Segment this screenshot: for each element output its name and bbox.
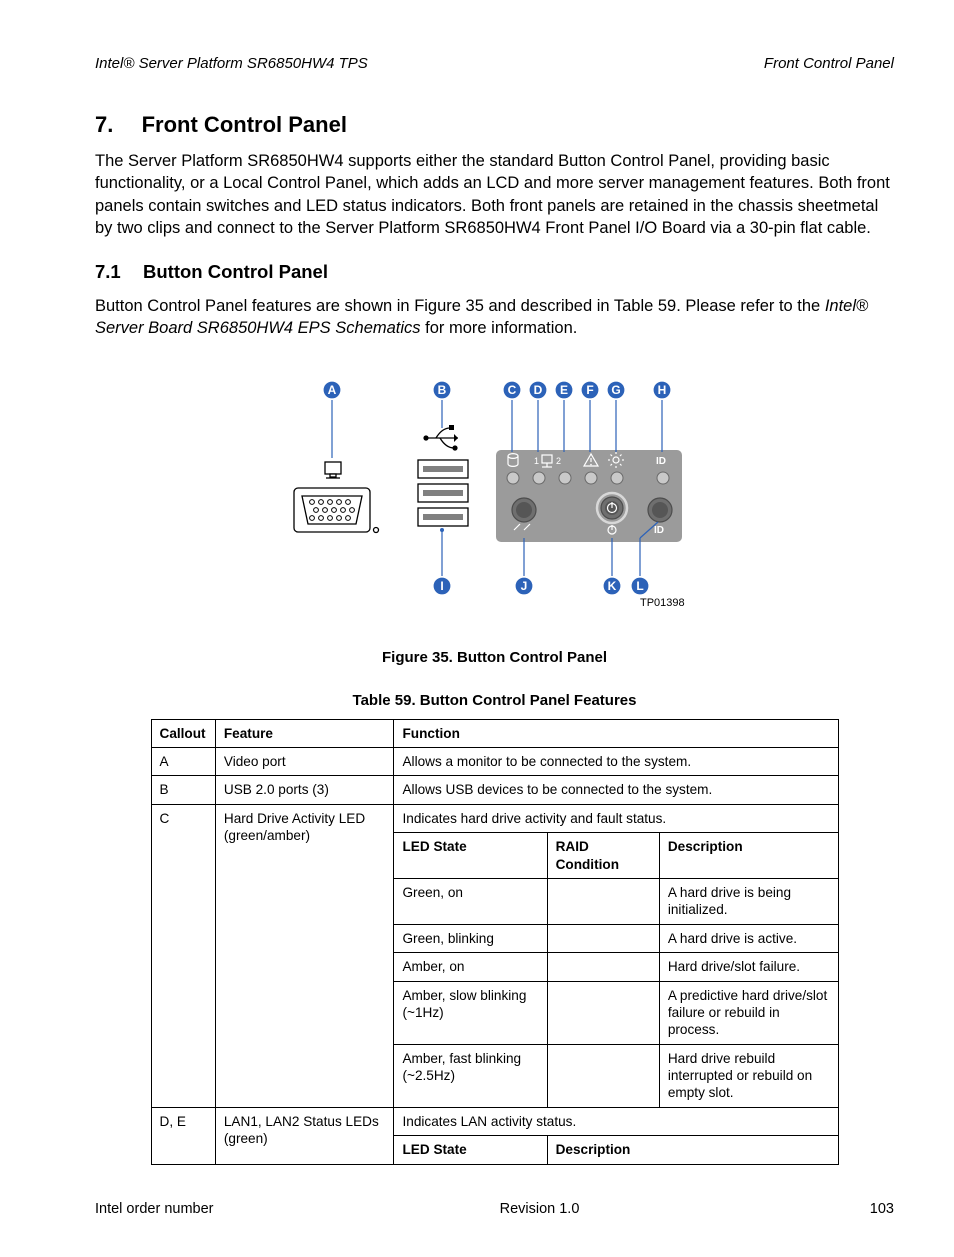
- figure-35: A B C D E F G H I J K L: [95, 370, 894, 635]
- table-row: A Video port Allows a monitor to be conn…: [151, 747, 838, 775]
- vga-port: [294, 488, 379, 533]
- th-feature: Feature: [215, 719, 394, 747]
- cell-function: Indicates hard drive activity and fault …: [394, 804, 838, 832]
- th-desc: Description: [547, 1136, 838, 1164]
- svg-text:K: K: [607, 579, 616, 593]
- svg-text:H: H: [657, 383, 666, 397]
- svg-text:C: C: [507, 383, 516, 397]
- table-row: D, E LAN1, LAN2 Status LEDs (green) Indi…: [151, 1107, 838, 1135]
- cell-state: Green, blinking: [394, 924, 547, 952]
- cell-state: Green, on: [394, 878, 547, 924]
- footer-left: Intel order number: [95, 1201, 245, 1217]
- cell-feature: LAN1, LAN2 Status LEDs (green): [215, 1107, 394, 1164]
- subsection-number: 7.1: [95, 261, 121, 282]
- subsection-heading: 7.1 Button Control Panel: [95, 261, 894, 283]
- th-raid: RAID Condition: [547, 833, 659, 879]
- header-left: Intel® Server Platform SR6850HW4 TPS: [95, 55, 368, 72]
- svg-text:B: B: [437, 383, 446, 397]
- cell-callout: D, E: [151, 1107, 215, 1164]
- cell-raid: [547, 878, 659, 924]
- th-led-state: LED State: [394, 1136, 547, 1164]
- table-header-row: Callout Feature Function: [151, 719, 838, 747]
- svg-text:L: L: [636, 579, 643, 593]
- cell-function: Allows USB devices to be connected to th…: [394, 776, 838, 804]
- section-number: 7.: [95, 112, 113, 137]
- usb-ports: [418, 460, 468, 526]
- svg-text:E: E: [559, 383, 567, 397]
- monitor-icon: [325, 462, 341, 478]
- svg-text:G: G: [611, 383, 620, 397]
- th-desc: Description: [659, 833, 838, 879]
- table-row: C Hard Drive Activity LED (green/amber) …: [151, 804, 838, 832]
- cell-raid: [547, 981, 659, 1044]
- svg-text:ID: ID: [656, 456, 666, 467]
- cell-desc: Hard drive rebuild interrupted or rebuil…: [659, 1044, 838, 1107]
- button-panel: 1 2: [496, 450, 682, 542]
- cell-state: Amber, slow blinking (~1Hz): [394, 981, 547, 1044]
- cell-function: Allows a monitor to be connected to the …: [394, 747, 838, 775]
- svg-text:ID: ID: [654, 525, 664, 536]
- svg-text:A: A: [327, 383, 336, 397]
- svg-text:D: D: [533, 383, 542, 397]
- svg-text:J: J: [520, 579, 527, 593]
- cell-desc: Hard drive/slot failure.: [659, 953, 838, 981]
- figure-tp-label: TP01398: [640, 597, 685, 609]
- subsection-title: Button Control Panel: [143, 261, 328, 282]
- footer-rev: Revision 1.0: [245, 1201, 834, 1217]
- subsection-para-post: for more information.: [421, 319, 578, 337]
- cell-state: Amber, on: [394, 953, 547, 981]
- th-callout: Callout: [151, 719, 215, 747]
- cell-raid: [547, 924, 659, 952]
- page-header: Intel® Server Platform SR6850HW4 TPS Fro…: [95, 55, 894, 72]
- cell-state: Amber, fast blinking (~2.5Hz): [394, 1044, 547, 1107]
- section-title: Front Control Panel: [142, 112, 347, 137]
- subsection-para-pre: Button Control Panel features are shown …: [95, 297, 825, 315]
- th-led-state: LED State: [394, 833, 547, 879]
- cell-feature: Hard Drive Activity LED (green/amber): [215, 804, 394, 1107]
- cell-raid: [547, 1044, 659, 1107]
- svg-text:F: F: [586, 383, 593, 397]
- th-function: Function: [394, 719, 838, 747]
- svg-text:2: 2: [556, 456, 561, 466]
- table-caption: Table 59. Button Control Panel Features: [95, 692, 894, 709]
- cell-callout: C: [151, 804, 215, 1107]
- cell-desc: A predictive hard drive/slot failure or …: [659, 981, 838, 1044]
- features-table: Callout Feature Function A Video port Al…: [151, 719, 839, 1165]
- cell-function: Indicates LAN activity status.: [394, 1107, 838, 1135]
- cell-callout: B: [151, 776, 215, 804]
- header-right: Front Control Panel: [764, 55, 894, 72]
- cell-desc: A hard drive is being initialized.: [659, 878, 838, 924]
- figure-caption: Figure 35. Button Control Panel: [95, 649, 894, 666]
- cell-callout: A: [151, 747, 215, 775]
- cell-feature: USB 2.0 ports (3): [215, 776, 394, 804]
- footer-page: 103: [834, 1201, 894, 1217]
- cell-raid: [547, 953, 659, 981]
- intro-paragraph: The Server Platform SR6850HW4 supports e…: [95, 150, 894, 239]
- cell-feature: Video port: [215, 747, 394, 775]
- control-panel-diagram: A B C D E F G H I J K L: [280, 370, 710, 630]
- page-footer: Intel order number Revision 1.0 103: [95, 1201, 894, 1217]
- subsection-paragraph: Button Control Panel features are shown …: [95, 295, 894, 340]
- table-row: B USB 2.0 ports (3) Allows USB devices t…: [151, 776, 838, 804]
- svg-text:1: 1: [534, 456, 539, 466]
- section-heading: 7. Front Control Panel: [95, 112, 894, 138]
- svg-text:I: I: [440, 579, 443, 593]
- usb-trident-icon: [423, 425, 458, 451]
- cell-desc: A hard drive is active.: [659, 924, 838, 952]
